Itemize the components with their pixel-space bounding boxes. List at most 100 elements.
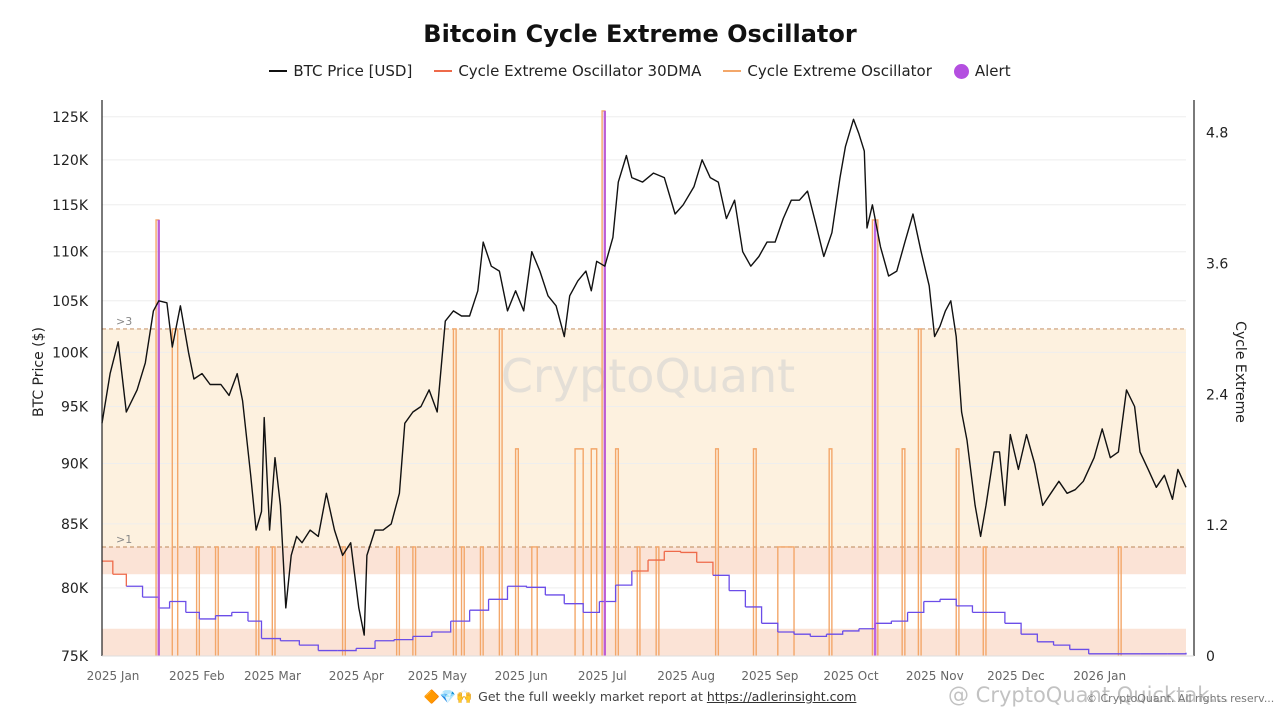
oscillator-30dma-segment-0 <box>102 560 114 575</box>
oscillator-30dma-segment-30 <box>615 570 633 586</box>
footer-emoji-icons: 🔶💎🙌 <box>423 690 473 705</box>
oscillator-spike-2 <box>195 546 201 656</box>
oscillator-30dma-segment-43 <box>826 630 844 635</box>
watermark: CryptoQuant <box>501 349 795 403</box>
threshold-label-1: >1 <box>116 533 132 546</box>
oscillator-spike-12 <box>498 328 503 656</box>
oscillator-30dma-segment-34 <box>680 551 698 563</box>
oscillator-spike-9 <box>452 328 457 656</box>
oscillator-spike-5 <box>271 546 276 656</box>
oscillator-30dma-segment-31 <box>631 560 649 572</box>
oscillator-30dma-segment-53 <box>988 611 1006 624</box>
x-tick-label-3: 2025 Apr <box>329 669 384 683</box>
oscillator-spike-29 <box>982 546 987 656</box>
oscillator-spike-3 <box>214 546 219 656</box>
oscillator-30dma-segment-10 <box>247 620 263 639</box>
oscillator-spike-8 <box>412 546 417 656</box>
oscillator-30dma-segment-20 <box>431 621 452 633</box>
footer-link[interactable]: https://adlerinsight.com <box>706 689 857 704</box>
oscillator-spike-6 <box>341 546 346 656</box>
threshold-layer: >3 >1 <box>102 315 1186 548</box>
y-left-tick-label-6: 105K <box>52 294 89 310</box>
oscillator-spike-14 <box>531 546 538 656</box>
oscillator-30dma-segment-62 <box>1167 652 1187 655</box>
oscillator-30dma-segment-13 <box>299 644 319 651</box>
oscillator-30dma-segment-1 <box>112 573 127 587</box>
legend-swatch-oscillator-30dma <box>434 70 453 72</box>
y-left-tick-label-5: 100K <box>52 345 89 361</box>
oscillator-30dma-segment-5 <box>169 600 187 613</box>
x-tick-label-2: 2025 Mar <box>244 669 301 683</box>
legend-item-oscillator-30dma[interactable]: Cycle Extreme Oscillator 30DMA <box>434 62 701 80</box>
oscillator-30dma-segment-40 <box>777 631 795 635</box>
oscillator-30dma-segment-32 <box>648 551 665 561</box>
legend-item-oscillator[interactable]: Cycle Extreme Oscillator <box>723 62 932 80</box>
oscillator-30dma-segment-37 <box>729 589 747 607</box>
oscillator-30dma-segment-15 <box>337 648 357 652</box>
y-left-tick-label-4: 95K <box>61 399 89 415</box>
legend-label-oscillator: Cycle Extreme Oscillator <box>747 62 932 80</box>
x-tick-label-8: 2025 Sep <box>741 669 798 683</box>
y-right-tick-label-2: 2.4 <box>1206 387 1228 403</box>
legend-item-alert[interactable]: Alert <box>953 62 1011 80</box>
legend-item-btc-price[interactable]: BTC Price [USD] <box>269 62 412 80</box>
oscillator-30dma-segment-55 <box>1021 633 1038 642</box>
oscillator-30dma-segment-38 <box>745 606 763 624</box>
oscillator-30dma-segment-26 <box>545 594 565 604</box>
watermark-right: @ CryptoQuant Quicktak... <box>948 683 1230 707</box>
threshold-label-0: >3 <box>116 315 132 328</box>
oscillator-30dma-segment-25 <box>526 586 546 595</box>
oscillator-30dma-layer <box>102 550 1187 655</box>
x-tick-label-4: 2025 May <box>408 669 467 683</box>
x-tick-label-1: 2025 Feb <box>169 669 225 683</box>
legend-dot-alert <box>953 63 969 79</box>
btc-price-line <box>101 118 1187 636</box>
x-tick-label-6: 2025 Jul <box>578 669 627 683</box>
oscillator-30dma-segment-39 <box>761 622 779 633</box>
zone-band-1 <box>102 546 1186 575</box>
oscillator-spike-13 <box>514 448 519 656</box>
oscillator-30dma-segment-4 <box>158 601 171 609</box>
y-left-tick-label-10: 125K <box>52 110 89 126</box>
oscillator-30dma-segment-17 <box>375 639 395 642</box>
copyright-text: © CryptoQuant. All rights reserv... <box>1086 692 1275 705</box>
oscillator-spike-16 <box>590 448 598 656</box>
oscillator-30dma-segment-46 <box>875 621 892 624</box>
oscillator-30dma-segment-47 <box>891 612 909 622</box>
y-left-tick-label-1: 80K <box>61 581 89 597</box>
oscillator-30dma-segment-7 <box>199 615 217 620</box>
oscillator-30dma-segment-50 <box>940 598 957 606</box>
oscillator-30dma-segment-51 <box>956 605 974 613</box>
oscillator-spike-20 <box>655 546 660 656</box>
oscillator-spike-11 <box>479 546 484 656</box>
chart-legend: BTC Price [USD] Cycle Extreme Oscillator… <box>0 62 1280 80</box>
y-right-tick-label-0: 0 <box>1206 649 1215 665</box>
y-right-axis-title: Cycle Extreme <box>1232 321 1248 423</box>
legend-swatch-oscillator <box>723 70 742 72</box>
oscillator-spike-23 <box>777 546 795 656</box>
oscillator-spike-30 <box>1117 546 1122 656</box>
oscillator-spike-19 <box>636 546 641 656</box>
oscillator-30dma-segment-21 <box>450 610 471 622</box>
oscillator-30dma-segment-48 <box>907 601 925 614</box>
price-layer <box>101 118 1187 636</box>
oscillator-spike-27 <box>917 328 922 656</box>
y-left-axis-title: BTC Price ($) <box>31 327 47 417</box>
oscillator-30dma-segment-24 <box>507 585 528 588</box>
oscillator-30dma-segment-27 <box>564 603 584 613</box>
y-left-tick-label-2: 85K <box>61 517 89 533</box>
oscillator-30dma-segment-42 <box>810 634 828 638</box>
zones-layer <box>102 328 1186 656</box>
oscillator-30dma-segment-16 <box>356 640 376 650</box>
x-tick-label-7: 2025 Aug <box>657 669 715 683</box>
y-right-tick-label-1: 1.2 <box>1206 518 1228 534</box>
footer: 🔶💎🙌 Get the full weekly market report at… <box>0 689 1280 705</box>
oscillator-30dma-segment-2 <box>126 585 144 598</box>
x-tick-label-10: 2025 Nov <box>906 669 964 683</box>
oscillator-30dma-segment-19 <box>412 632 433 638</box>
legend-label-alert: Alert <box>974 62 1011 80</box>
oscillator-30dma-segment-41 <box>794 633 811 637</box>
oscillator-30dma-segment-36 <box>712 574 730 591</box>
oscillator-30dma-segment-58 <box>1069 648 1090 654</box>
